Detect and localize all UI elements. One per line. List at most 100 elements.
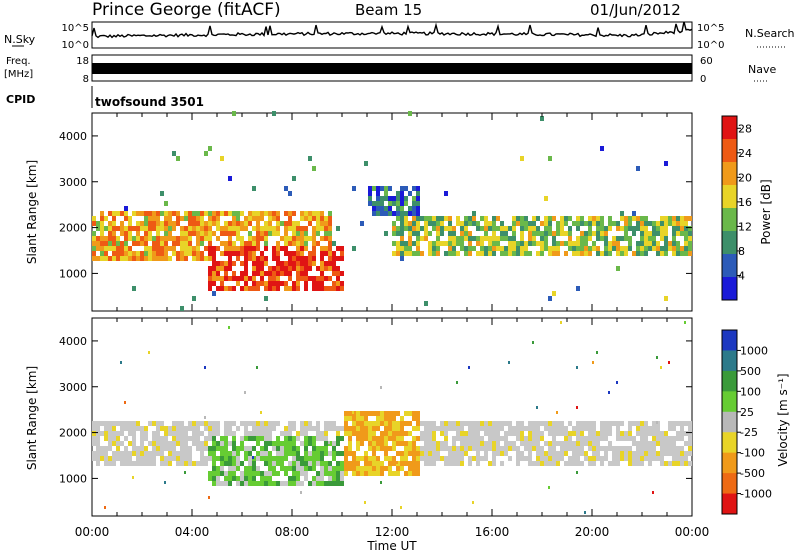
velocity-cell <box>532 441 536 446</box>
power-cell <box>396 211 400 216</box>
velocity-cell <box>432 456 436 461</box>
power-cell <box>624 226 628 231</box>
power-cell <box>500 251 504 256</box>
power-cell <box>600 231 604 236</box>
power-cell <box>400 246 404 251</box>
velocity-cell <box>300 471 304 476</box>
power-cell <box>400 201 404 206</box>
velocity-cell <box>652 451 656 456</box>
power-cell <box>164 211 168 216</box>
velocity-cell <box>216 466 220 471</box>
power-cell <box>328 261 332 266</box>
velocity-cell <box>400 456 404 461</box>
velocity-cell <box>596 446 600 451</box>
velocity-cell <box>292 426 296 431</box>
nsky-tick-top: 10^5 <box>62 23 89 34</box>
power-cell <box>280 281 284 286</box>
velocity-cell <box>496 436 500 441</box>
power-cell <box>160 241 164 246</box>
power-cell <box>292 176 296 181</box>
velocity-cell <box>144 426 148 431</box>
power-cell <box>612 241 616 246</box>
power-cell <box>244 256 248 261</box>
power-cell <box>320 226 324 231</box>
velocity-cell <box>492 446 496 451</box>
power-cell <box>300 226 304 231</box>
velocity-cell <box>564 461 568 466</box>
velocity-cell <box>280 461 284 466</box>
velocity-cell <box>344 446 348 451</box>
velocity-cell <box>248 436 252 441</box>
power-cell <box>100 236 104 241</box>
velocity-cell <box>576 461 580 466</box>
velocity-cell <box>376 446 380 451</box>
power-cell <box>100 221 104 226</box>
velocity-cell <box>652 456 656 461</box>
velocity-cell <box>568 456 572 461</box>
power-cell <box>304 286 308 291</box>
velocity-cell <box>580 426 584 431</box>
velocity-cell <box>184 431 188 436</box>
velocity-cell <box>324 441 328 446</box>
power-cell <box>536 226 540 231</box>
velocity-cell <box>648 461 652 466</box>
velocity-cell <box>460 421 464 426</box>
velocity-cell <box>452 446 456 451</box>
power-cell <box>112 236 116 241</box>
velocity-cell <box>460 436 464 441</box>
velocity-cell <box>472 436 476 441</box>
velocity-cell <box>240 436 244 441</box>
velocity-cell <box>536 446 540 451</box>
power-cell <box>228 276 232 281</box>
velocity-cell <box>236 466 240 471</box>
power-cell <box>416 221 420 226</box>
velocity-cell <box>412 456 416 461</box>
velocity-cell <box>344 461 348 466</box>
power-cell <box>512 231 516 236</box>
power-cell <box>256 241 260 246</box>
power-cell <box>336 271 340 276</box>
velocity-cell <box>600 446 604 451</box>
velocity-cell <box>592 461 596 466</box>
power-cell <box>208 216 212 221</box>
power-cell <box>412 196 416 201</box>
power-cell <box>328 216 332 221</box>
velocity-cell <box>496 441 500 446</box>
power-cell <box>252 256 256 261</box>
velocity-cell <box>624 431 628 436</box>
velocity-cell <box>392 411 396 416</box>
power-cell <box>304 281 308 286</box>
velocity-cell <box>380 481 382 484</box>
power-cell <box>292 231 296 236</box>
power-cell <box>532 221 536 226</box>
y-tick-label: 4000 <box>59 130 87 143</box>
power-cell <box>492 221 496 226</box>
velocity-cell <box>176 461 180 466</box>
velocity-cell <box>640 431 644 436</box>
power-cell <box>316 231 320 236</box>
velocity-cell <box>476 431 480 436</box>
velocity-cell <box>304 421 308 426</box>
power-cell <box>304 236 308 241</box>
velocity-cell <box>100 421 104 426</box>
power-cell <box>332 266 336 271</box>
velocity-cell <box>444 431 448 436</box>
velocity-cell <box>244 446 248 451</box>
velocity-cell <box>320 476 324 481</box>
power-cell <box>504 236 508 241</box>
velocity-cell <box>256 436 260 441</box>
power-cell <box>580 251 584 256</box>
velocity-cell <box>292 471 296 476</box>
velocity-cell <box>532 426 536 431</box>
velocity-cell <box>396 466 400 471</box>
velocity-cell <box>128 431 132 436</box>
power-cell <box>144 246 148 251</box>
velocity-cell <box>620 431 624 436</box>
velocity-cell <box>280 481 284 486</box>
power-cell <box>136 221 140 226</box>
power-cell <box>320 221 324 226</box>
power-cell <box>184 251 188 256</box>
power-cell <box>500 226 504 231</box>
power-cell <box>644 251 648 256</box>
power-cell <box>284 186 288 191</box>
